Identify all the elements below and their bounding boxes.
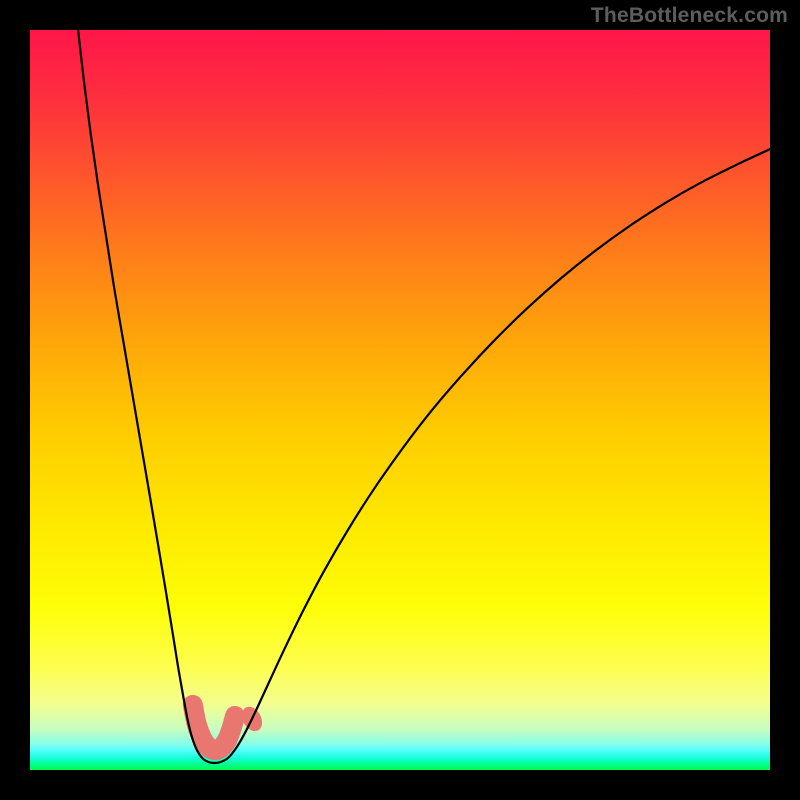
bottleneck-curve	[78, 30, 770, 763]
watermark-text: TheBottleneck.com	[591, 4, 788, 28]
curve-overlay-svg	[30, 30, 770, 770]
trough-u-highlight	[193, 705, 235, 750]
plot-area	[30, 30, 770, 770]
